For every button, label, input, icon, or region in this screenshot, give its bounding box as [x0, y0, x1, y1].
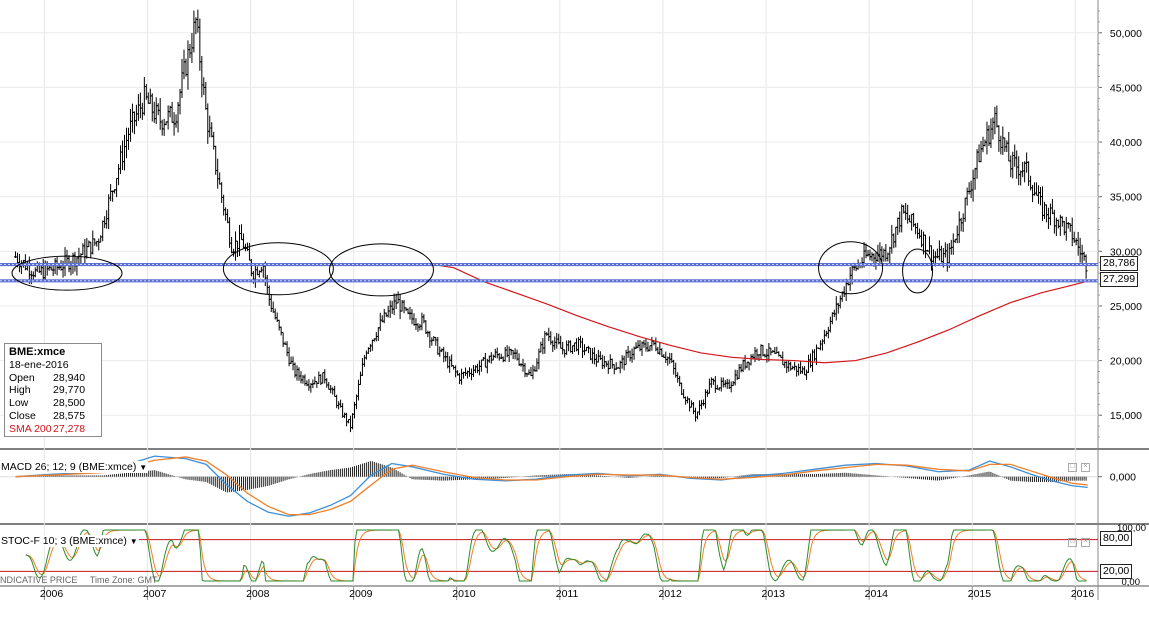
info-box: BME:xmce 18-ene-2016 Open 28,940 High 29… — [4, 343, 102, 437]
stoch-bottom-tick: 0,00 — [1122, 577, 1141, 588]
stoch-label-text: STOC-F 10; 3 (BME:xmce) — [1, 535, 127, 547]
maximize-icon[interactable]: □ — [1068, 463, 1077, 472]
info-row-close: Close 28,575 — [9, 410, 97, 423]
info-key: SMA 200 — [9, 422, 52, 435]
year-label: 2008 — [246, 588, 270, 600]
price-tick-label: 25,000 — [1110, 301, 1142, 313]
info-symbol: BME:xmce — [9, 346, 66, 358]
stoch-upper-tag: 80,00 — [1100, 531, 1133, 546]
price-tick-label: 45,000 — [1110, 82, 1142, 94]
sma-200-line — [432, 263, 1088, 364]
close-icon[interactable]: × — [1081, 538, 1090, 547]
info-key: High — [9, 384, 31, 397]
chevron-down-icon[interactable]: ▼ — [139, 463, 148, 472]
year-label: 2009 — [349, 588, 373, 600]
year-label: 2012 — [658, 588, 682, 600]
info-row-open: Open 28,940 — [9, 372, 97, 385]
info-row-high: High 29,770 — [9, 384, 97, 397]
info-key: Open — [9, 371, 35, 384]
macd-panel: 0,000 — [0, 455, 1136, 517]
year-label: 2007 — [143, 588, 167, 600]
macd-signal-line — [15, 456, 1088, 516]
support-tag-lower: 27,299 — [1100, 272, 1139, 287]
year-label: 2015 — [968, 588, 992, 600]
price-tick-label: 30,000 — [1110, 246, 1142, 258]
stoch-lower-tag: 20,00 — [1100, 564, 1133, 579]
axes: 50,000 45,000 40,000 35,000 30,000 25,000 20,0… — [40, 10, 1142, 600]
price-tick-label: 20,000 — [1110, 356, 1142, 368]
stoch-label[interactable]: STOC-F 10; 3 (BME:xmce) ▼ — [0, 535, 139, 547]
price-type-label: NDICATIVE PRICE — [0, 575, 78, 585]
stoch-k-line — [25, 529, 1087, 582]
info-key: Low — [9, 397, 29, 410]
info-key: Close — [9, 409, 36, 422]
price-panel — [0, 9, 1098, 433]
macd-tick-label: 0,000 — [1110, 472, 1136, 484]
price-tick-label: 50,000 — [1110, 28, 1142, 40]
year-label: 2014 — [865, 588, 889, 600]
support-tag-upper: 28,786 — [1100, 256, 1139, 271]
timezone-label: Time Zone: GMT — [89, 575, 158, 585]
info-value: 28,500 — [53, 397, 86, 410]
price-tick-label: 40,000 — [1110, 137, 1142, 149]
close-icon[interactable]: × — [1081, 463, 1090, 472]
annotation-ellipse — [222, 242, 334, 296]
chart-grid — [0, 0, 1098, 586]
stoch-d-line — [25, 529, 1087, 582]
macd-label[interactable]: MACD 26; 12; 9 (BME:xmce) ▼ — [0, 461, 149, 473]
year-label: 2011 — [556, 588, 579, 600]
annotation-ellipse — [902, 248, 934, 294]
year-label: 2013 — [762, 588, 786, 600]
info-row-low: Low 28,500 — [9, 397, 97, 410]
info-value: 27,278 — [53, 422, 86, 435]
annotation-ellipse — [818, 241, 884, 295]
macd-label-text: MACD 26; 12; 9 (BME:xmce) — [1, 461, 137, 473]
stoch-top-tick: 100,00 — [1117, 523, 1146, 534]
year-label: 2006 — [40, 588, 64, 600]
chevron-down-icon[interactable]: ▼ — [129, 537, 138, 546]
info-value: 28,575 — [53, 409, 86, 422]
macd-line — [15, 455, 1088, 517]
price-tick-label: 35,000 — [1110, 192, 1142, 204]
info-value: 28,940 — [53, 371, 86, 384]
info-date: 18-ene-2016 — [9, 358, 69, 371]
annotation-ellipse — [11, 255, 123, 291]
year-label: 2010 — [452, 588, 476, 600]
footer-text: NDICATIVE PRICE Time Zone: GMT — [0, 575, 158, 585]
annotation-ellipse — [328, 243, 434, 297]
price-tick-label: 15,000 — [1110, 410, 1142, 422]
maximize-icon[interactable]: □ — [1068, 538, 1077, 547]
stoch-panel: 100,00 0,00 — [0, 523, 1146, 588]
info-value: 29,770 — [53, 384, 86, 397]
info-row-sma: SMA 200 27,278 — [9, 423, 97, 436]
year-label: 2016 — [1071, 588, 1095, 600]
